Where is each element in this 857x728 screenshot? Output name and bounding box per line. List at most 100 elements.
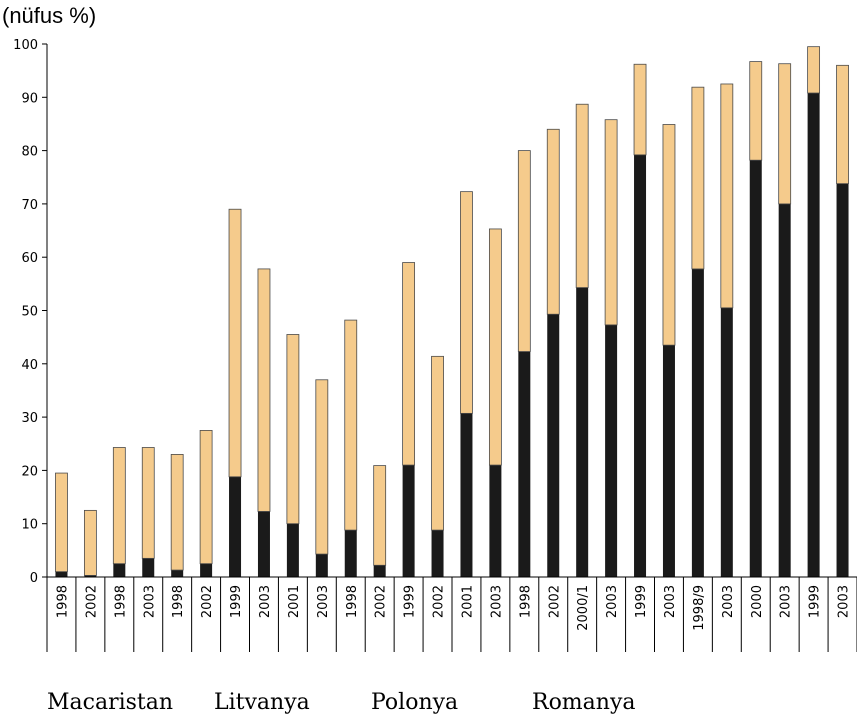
bar-segment-light <box>807 46 821 94</box>
bar-segment-light <box>112 447 126 565</box>
bar-segment-light <box>460 191 473 414</box>
y-tick-label: 70 <box>21 198 38 213</box>
bar-segment-dark <box>720 307 733 577</box>
y-tick-label: 90 <box>21 91 38 106</box>
bar-segment-light <box>575 103 589 288</box>
x-tick-label: 1999 <box>634 585 649 618</box>
country-group-label: Litvanya <box>214 690 310 715</box>
bar-segment-dark <box>402 465 415 577</box>
bar-segment-light <box>373 465 387 566</box>
bar-segment-dark <box>634 154 647 577</box>
x-tick-label: 2001 <box>287 585 302 618</box>
x-tick-label: 1998/9 <box>692 585 707 631</box>
country-group-label: Polonya <box>371 690 458 715</box>
y-unit-label: (nüfus %) <box>2 3 96 28</box>
bar-segment-dark <box>605 324 618 577</box>
bar-segment-dark <box>662 345 675 577</box>
x-tick-label: 2003 <box>142 585 157 618</box>
x-tick-label: 2000 <box>750 585 765 618</box>
x-tick-label: 2003 <box>489 585 504 618</box>
bar-segment-dark <box>55 571 68 577</box>
bar-segment-dark <box>229 476 242 577</box>
x-tick-label: 2003 <box>721 585 736 618</box>
bar-segment-light <box>141 447 155 559</box>
bar-segment-light <box>517 150 531 352</box>
bar-segment-dark <box>315 554 328 577</box>
x-tick-label: 2003 <box>837 585 852 618</box>
bar-segment-light <box>546 128 560 315</box>
bar-segment-light <box>286 334 300 525</box>
bar-segment-light <box>633 63 647 156</box>
bar-segment-light <box>228 208 242 478</box>
bar-segment-dark <box>373 565 386 577</box>
y-tick-label: 80 <box>21 145 38 160</box>
country-group-label: Macaristan <box>47 690 173 715</box>
bar-segment-light <box>488 228 502 466</box>
bar-segment-dark <box>691 268 704 577</box>
x-tick-label: 2000/1 <box>576 585 591 631</box>
bar-segment-light <box>662 124 676 346</box>
x-tick-label: 2003 <box>258 585 273 618</box>
bar-segment-light <box>170 454 184 571</box>
y-tick-label: 40 <box>21 358 38 373</box>
x-tick-label: 2002 <box>374 585 389 618</box>
x-tick-label: 2003 <box>605 585 620 618</box>
bar-segment-light <box>691 86 705 270</box>
x-tick-label: 1999 <box>808 585 823 618</box>
bar-segment-light <box>199 430 213 565</box>
x-tick-label: 2002 <box>200 585 215 618</box>
bar-segment-light <box>315 379 329 555</box>
bar-segment-dark <box>807 93 820 577</box>
x-tick-label: 1998 <box>55 585 70 618</box>
bar-segment-dark <box>489 465 502 577</box>
bar-segment-dark <box>836 183 849 577</box>
x-tick-label: 2003 <box>779 585 794 618</box>
bar-segment-light <box>836 64 849 185</box>
y-tick-label: 100 <box>13 38 38 53</box>
bar-segment-dark <box>460 413 473 577</box>
bar-segment-light <box>83 509 97 576</box>
bar-segment-dark <box>286 523 299 577</box>
x-tick-label: 1998 <box>171 585 186 618</box>
y-tick-label: 60 <box>21 251 38 266</box>
bar-segment-dark <box>576 287 589 577</box>
bar-segment-dark <box>200 563 213 577</box>
bar-segment-dark <box>749 160 762 577</box>
bar-segment-dark <box>547 314 560 577</box>
bar-segment-dark <box>518 351 531 577</box>
bar-segment-light <box>778 63 792 205</box>
bar-segment-light <box>604 119 618 326</box>
country-group-label: Romanya <box>532 690 636 715</box>
bar-segment-dark <box>84 575 97 577</box>
x-tick-label: 2002 <box>547 585 562 618</box>
y-tick-label: 50 <box>21 305 38 320</box>
bar-segment-dark <box>778 203 791 577</box>
bar-segment-dark <box>344 530 357 577</box>
x-tick-label: 2003 <box>316 585 331 618</box>
y-tick-label: 0 <box>30 571 38 586</box>
x-tick-label: 1998 <box>345 585 360 618</box>
x-tick-label: 2002 <box>84 585 99 618</box>
x-tick-label: 2003 <box>663 585 678 618</box>
bar-segment-light <box>749 61 763 161</box>
bar-segment-dark <box>171 570 184 577</box>
x-tick-label: 2002 <box>432 585 447 618</box>
bar-segment-light <box>257 268 271 512</box>
x-tick-label: 1999 <box>229 585 244 618</box>
y-tick-label: 10 <box>21 518 38 533</box>
y-tick-label: 30 <box>21 411 38 426</box>
x-tick-label: 1999 <box>403 585 418 618</box>
bar-segment-dark <box>431 530 444 577</box>
bar-segment-dark <box>257 511 270 577</box>
bar-segment-dark <box>113 563 126 577</box>
bar-segment-light <box>431 355 444 531</box>
bar-segment-light <box>55 472 68 573</box>
x-tick-label: 1998 <box>518 585 533 618</box>
x-tick-label: 2001 <box>460 585 475 618</box>
x-tick-label: 1998 <box>113 585 128 618</box>
bar-segment-light <box>402 262 416 466</box>
bar-segment-light <box>344 319 358 531</box>
y-tick-label: 20 <box>21 464 38 479</box>
